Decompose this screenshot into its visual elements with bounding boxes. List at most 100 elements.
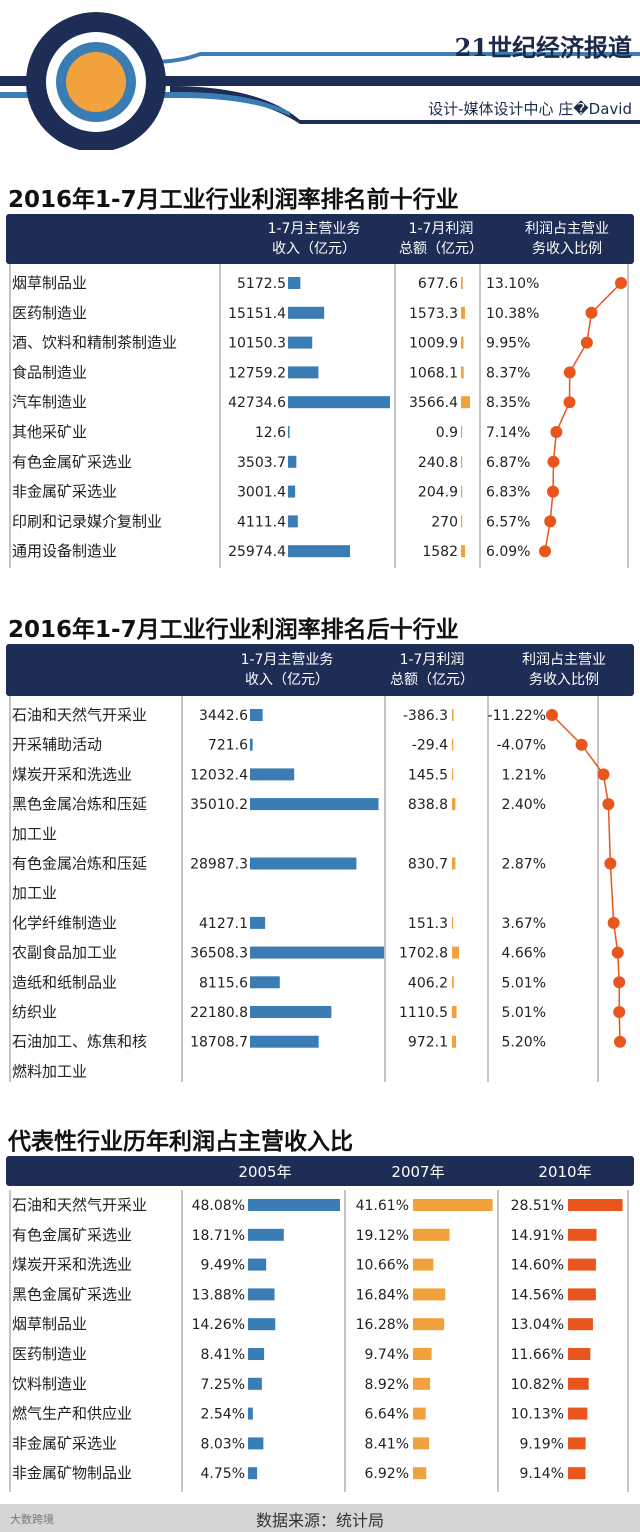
row-label: 燃料加工业 bbox=[12, 1062, 87, 1080]
value-bar bbox=[413, 1348, 432, 1360]
category-label: 石油和天然气开采业 bbox=[12, 1196, 147, 1214]
revenue-label: 42734.6 bbox=[228, 395, 286, 411]
profit-label: -29.4 bbox=[412, 738, 448, 754]
value-bar bbox=[248, 1467, 258, 1480]
profit-label: 830.7 bbox=[408, 857, 448, 873]
row-label: 医药制造业 bbox=[12, 304, 87, 322]
ratio-label: 4.66% bbox=[502, 946, 546, 962]
value-bar bbox=[248, 1228, 284, 1241]
row-label: 煤炭开采和洗选业 bbox=[12, 765, 132, 783]
row-label: 加工业 bbox=[12, 825, 57, 843]
value-label: 10.82% bbox=[511, 1377, 564, 1393]
ratio-label: 6.87% bbox=[486, 455, 530, 471]
value-label: 7.25% bbox=[201, 1377, 245, 1393]
revenue-label: 4127.1 bbox=[199, 916, 248, 932]
revenue-label: 721.6 bbox=[208, 738, 248, 754]
value-bar bbox=[248, 1258, 267, 1271]
value-label: 16.28% bbox=[356, 1317, 409, 1333]
value-bar bbox=[248, 1437, 264, 1450]
ratio-point bbox=[539, 545, 551, 558]
revenue-label: 3442.6 bbox=[199, 708, 248, 724]
s1-col1-line2: 收入（亿元） bbox=[272, 241, 356, 257]
brand-title: 21世纪经济报道 bbox=[454, 33, 632, 62]
value-label: 13.04% bbox=[511, 1317, 564, 1333]
ratio-label: 9.95% bbox=[486, 336, 530, 352]
ratio-point bbox=[580, 336, 593, 349]
profit-bar bbox=[452, 738, 454, 751]
revenue-label: 4111.4 bbox=[237, 514, 286, 530]
value-label: 14.26% bbox=[192, 1317, 245, 1333]
s2-col2-line1: 1-7月利润 bbox=[399, 652, 465, 668]
revenue-label: 35010.2 bbox=[190, 797, 248, 813]
row-label: 有色金属冶炼和压延 bbox=[12, 855, 147, 873]
row-label: 石油加工、炼焦和核 bbox=[12, 1033, 147, 1051]
ratio-point bbox=[602, 798, 615, 811]
revenue-bar bbox=[250, 738, 253, 751]
value-label: 8.03% bbox=[201, 1436, 245, 1452]
value-label: 10.13% bbox=[511, 1407, 564, 1423]
ratio-label: 8.35% bbox=[486, 395, 530, 411]
ratio-label: 5.20% bbox=[502, 1035, 546, 1051]
profit-bar bbox=[452, 1035, 456, 1048]
ratio-label: 13.10% bbox=[486, 276, 539, 292]
ratio-point bbox=[546, 709, 558, 721]
value-label: 19.12% bbox=[356, 1228, 409, 1244]
revenue-bar bbox=[250, 709, 263, 721]
ratio-point bbox=[597, 768, 610, 781]
ratio-label: 2.87% bbox=[502, 857, 546, 873]
category-label: 煤炭开采和洗选业 bbox=[12, 1256, 132, 1274]
ratio-label: 10.38% bbox=[486, 306, 539, 322]
value-bar bbox=[413, 1199, 493, 1211]
ratio-point bbox=[604, 857, 617, 870]
revenue-bar bbox=[288, 455, 297, 468]
profit-label: 3566.4 bbox=[409, 395, 458, 411]
value-bar bbox=[568, 1437, 586, 1450]
profit-bar bbox=[461, 306, 465, 319]
profit-label: 270 bbox=[431, 514, 458, 530]
ratio-point bbox=[547, 485, 560, 498]
value-bar bbox=[248, 1318, 276, 1331]
profit-label: 1702.8 bbox=[399, 946, 448, 962]
ratio-label: 7.14% bbox=[486, 425, 530, 441]
value-label: 14.91% bbox=[511, 1228, 564, 1244]
category-label: 医药制造业 bbox=[12, 1345, 87, 1363]
value-label: 6.64% bbox=[365, 1407, 409, 1423]
revenue-bar bbox=[250, 768, 295, 781]
top-ten-chart: 烟草制品业 5172.5 677.6 13.10% 医药制造业 15151.4 1573.3… bbox=[9, 264, 629, 568]
value-bar bbox=[413, 1318, 445, 1331]
profit-bar bbox=[461, 277, 463, 289]
value-label: 8.41% bbox=[365, 1436, 409, 1452]
ratio-point bbox=[547, 455, 560, 468]
value-bar bbox=[248, 1288, 275, 1301]
revenue-bar bbox=[288, 485, 296, 498]
value-bar bbox=[568, 1348, 591, 1360]
design-credit: 设计-媒体设计中心 庄�David bbox=[428, 100, 632, 118]
value-label: 11.66% bbox=[511, 1347, 564, 1363]
value-label: 9.19% bbox=[520, 1436, 564, 1452]
row-label: 印刷和记录媒介复制业 bbox=[12, 512, 162, 530]
row-label: 通用设备制造业 bbox=[12, 542, 117, 560]
row-label: 纺织业 bbox=[12, 1003, 57, 1021]
value-bar bbox=[568, 1199, 623, 1211]
category-label: 黑色金属矿采选业 bbox=[12, 1285, 132, 1303]
ratio-point bbox=[563, 396, 576, 409]
ratio-point bbox=[615, 277, 627, 289]
ratio-point bbox=[585, 306, 598, 319]
ratio-point bbox=[544, 515, 557, 528]
ratio-label: 6.83% bbox=[486, 485, 530, 501]
category-label: 烟草制品业 bbox=[12, 1315, 87, 1333]
revenue-bar bbox=[288, 396, 390, 409]
category-label: 有色金属矿采选业 bbox=[12, 1226, 132, 1244]
value-label: 41.61% bbox=[356, 1198, 409, 1214]
profit-bar bbox=[452, 798, 456, 811]
profit-bar bbox=[461, 426, 463, 438]
value-label: 9.74% bbox=[365, 1347, 409, 1363]
value-bar bbox=[568, 1288, 596, 1301]
profit-label: 145.5 bbox=[408, 767, 448, 783]
profit-bar bbox=[461, 545, 465, 558]
value-bar bbox=[413, 1377, 431, 1390]
row-label: 造纸和纸制品业 bbox=[12, 973, 117, 991]
ratio-line bbox=[544, 282, 622, 552]
revenue-bar bbox=[288, 545, 350, 558]
